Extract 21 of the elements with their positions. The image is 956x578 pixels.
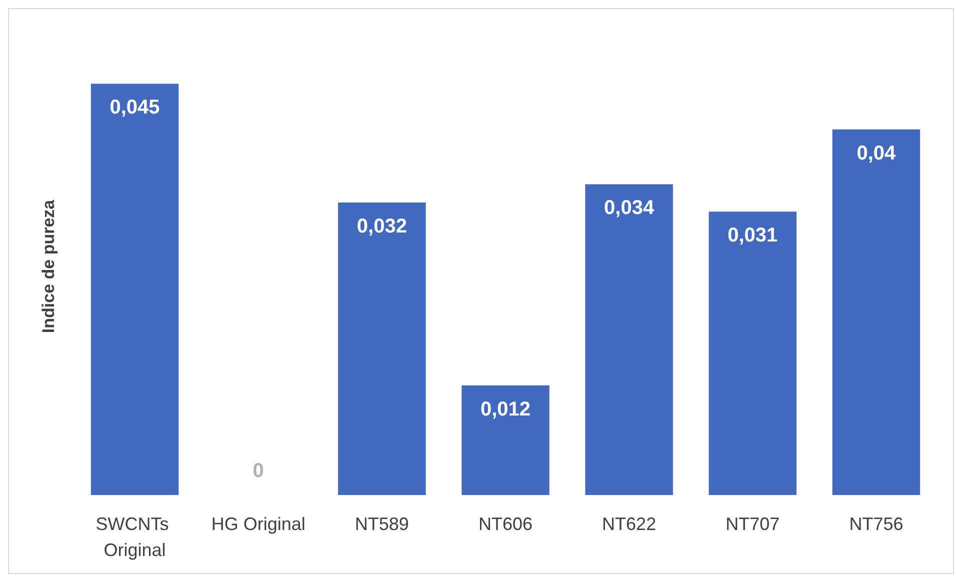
data-label: 0,04 <box>856 142 897 164</box>
bar <box>338 202 426 495</box>
bar <box>585 184 673 495</box>
bar <box>90 84 179 495</box>
x-tick-label: NT606 <box>478 514 533 534</box>
x-tick-label: SWCNTs Original <box>96 514 174 560</box>
bar <box>462 385 550 495</box>
x-tick-label: HG Original <box>211 514 306 534</box>
data-label: 0,034 <box>604 197 655 220</box>
bar <box>708 212 797 495</box>
data-label: 0,012 <box>480 398 531 420</box>
x-tick-label: NT756 <box>849 514 904 534</box>
x-tick-label: NT707 <box>726 514 780 534</box>
x-tick-label: NT622 <box>602 514 656 534</box>
bar <box>832 129 920 495</box>
data-label: 0,045 <box>110 96 160 119</box>
x-tick-label: NT589 <box>354 514 409 534</box>
data-label: 0,032 <box>356 216 407 238</box>
data-label: 0 <box>252 460 264 482</box>
data-label: 0,031 <box>728 224 778 247</box>
y-axis-title: Indice de pureza <box>39 199 58 334</box>
